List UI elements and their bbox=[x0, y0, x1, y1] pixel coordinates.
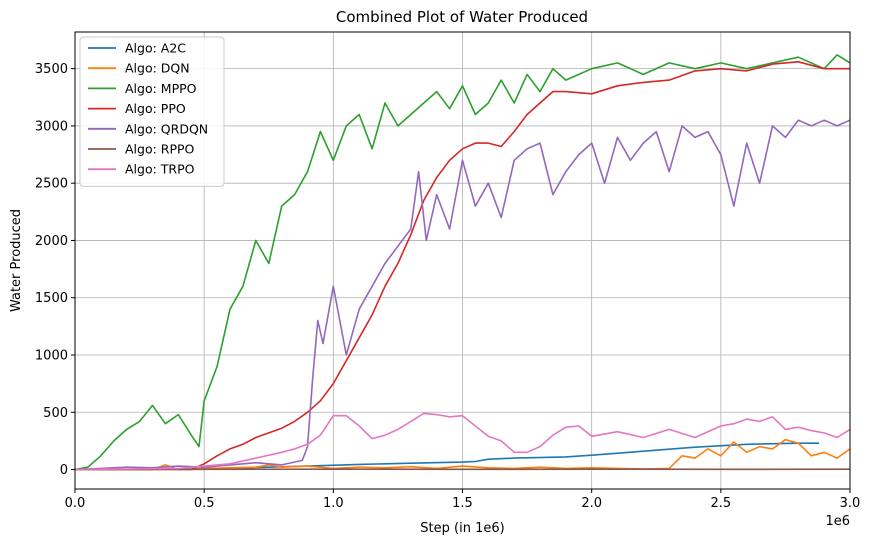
y-tick-label: 1000 bbox=[35, 348, 68, 363]
chart-title: Combined Plot of Water Produced bbox=[336, 8, 588, 26]
y-axis-label: Water Produced bbox=[9, 209, 24, 312]
y-tick-label: 2500 bbox=[35, 177, 68, 192]
series-layer bbox=[74, 54, 851, 471]
legend-entry: Algo: RPPO bbox=[125, 142, 195, 157]
legend-entry: Algo: DQN bbox=[125, 61, 190, 76]
x-tick-label: 2.5 bbox=[710, 496, 731, 511]
grid-layer bbox=[74, 32, 851, 489]
x-tick-label: 2.0 bbox=[581, 496, 602, 511]
y-tick-label: 3500 bbox=[35, 62, 68, 77]
legend-entry: Algo: A2C bbox=[125, 41, 186, 56]
x-tick-label: 0.0 bbox=[65, 496, 86, 511]
y-tick-label: 1500 bbox=[35, 291, 68, 306]
series-line-algo-a2c bbox=[74, 442, 819, 471]
x-tick-label: 0.5 bbox=[194, 496, 215, 511]
legend-entry: Algo: MPPO bbox=[125, 81, 197, 96]
y-tick-label: 3000 bbox=[35, 119, 68, 134]
series-line-algo-ppo bbox=[75, 60, 850, 471]
x-tick-label: 1.0 bbox=[323, 496, 344, 511]
legend-entry: Algo: PPO bbox=[125, 101, 186, 116]
y-tick-label: 0 bbox=[60, 463, 68, 478]
legend-entry: Algo: QRDQN bbox=[125, 121, 208, 136]
x-tick-label: 3.0 bbox=[840, 496, 861, 511]
y-tick-label: 500 bbox=[43, 406, 68, 421]
series-line-algo-dqn bbox=[75, 438, 851, 471]
series-line-algo-qrdqn bbox=[74, 119, 851, 471]
legend: Algo: A2C Algo: DQN Algo: MPPO Algo: PPO Alg… bbox=[79, 36, 225, 187]
series-line-algo-trpo bbox=[74, 412, 851, 471]
x-axis-label: Step (in 1e6) bbox=[420, 521, 504, 536]
y-tick-label: 2000 bbox=[35, 234, 68, 249]
legend-entry: Algo: TRPO bbox=[125, 162, 195, 177]
series-line-algo-mppo bbox=[74, 54, 851, 471]
x-tick-label: 1.5 bbox=[452, 496, 473, 511]
ticks-layer: 0.0 0.5 1.0 1.5 2.0 2.5 3.0 0 500 1000 1500 2000 250… bbox=[35, 62, 860, 511]
x-offset-label: 1e6 bbox=[825, 514, 850, 529]
